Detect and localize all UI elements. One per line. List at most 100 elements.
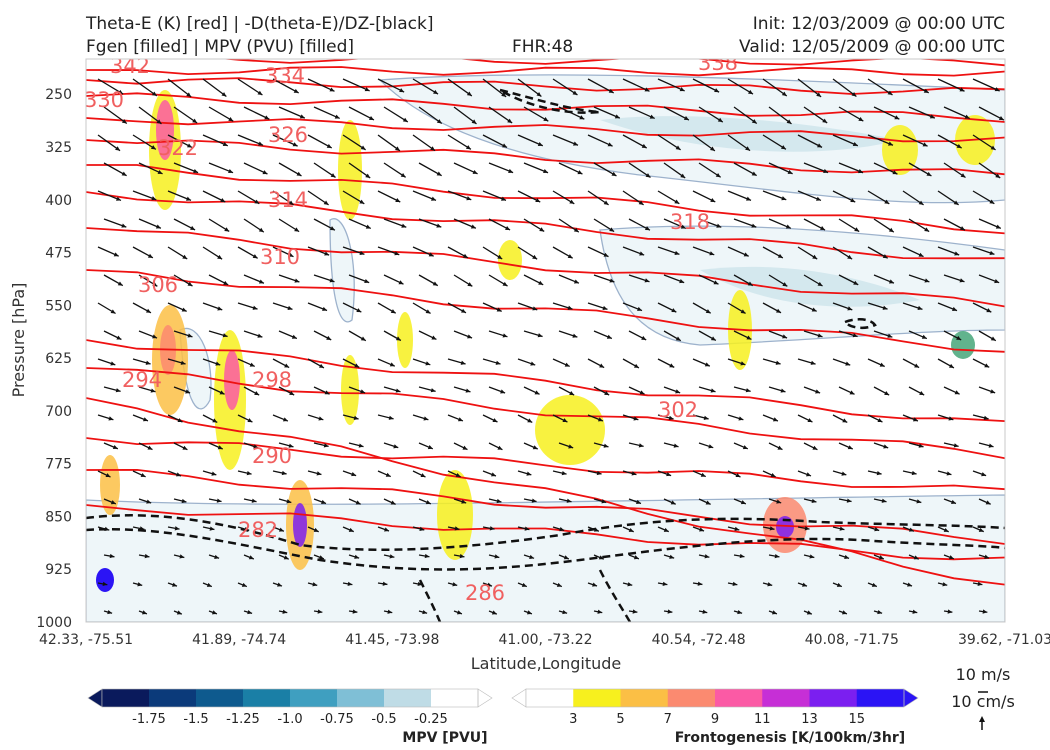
wind-vector-479 — [482, 582, 493, 587]
mpv-colorbar-tick-6: -0.25 — [414, 712, 448, 727]
wind-vector-445 — [208, 554, 220, 559]
wind-vector-266 — [307, 358, 325, 369]
wind-vector-381 — [692, 470, 706, 478]
theta-e-label-286: 286 — [465, 581, 505, 605]
wind-vector-498 — [243, 609, 253, 615]
wind-vector-494 — [103, 609, 113, 615]
theta-e-contour-342 — [219, 59, 1005, 67]
wind-vector-486 — [727, 581, 738, 587]
fgen-colorbar-tick-3: 9 — [711, 712, 719, 727]
wind-vector-403 — [558, 498, 572, 503]
wind-vector-73 — [832, 134, 859, 147]
wind-vector-40 — [593, 106, 621, 119]
wind-vector-412 — [873, 498, 887, 503]
wind-vector-211 — [202, 302, 223, 311]
wind-vector-314 — [167, 414, 183, 423]
wind-vector-470 — [167, 582, 178, 587]
wind-vector-55 — [202, 134, 229, 147]
theta-e-contour-330 — [86, 92, 1005, 123]
wind-vector-344 — [313, 442, 329, 448]
stability-contour-2 — [499, 88, 601, 114]
fgen-colorbar-tick-1: 5 — [616, 712, 624, 727]
wind-vector-248 — [593, 330, 613, 340]
wind-vector-436 — [797, 526, 810, 531]
wind-vector-337 — [972, 414, 989, 420]
wind-vector-3 — [202, 78, 227, 98]
wind-vector-130 — [103, 218, 127, 228]
wind-vector-328 — [657, 414, 674, 420]
wind-vector-341 — [208, 442, 223, 450]
wind-vector-140 — [453, 218, 477, 229]
wind-vector-113 — [412, 190, 437, 201]
wind-vector-463 — [838, 554, 850, 559]
wind-vector-431 — [622, 526, 634, 533]
wind-vector-62 — [447, 134, 472, 150]
wind-vector-489 — [832, 582, 843, 588]
wind-vector-197 — [628, 274, 650, 283]
wind-vector-226 — [727, 302, 746, 315]
wind-vector-308 — [873, 386, 890, 396]
vector-key-horizontal: 10 m/s — [956, 665, 1011, 684]
mpv-region-deep-0 — [600, 116, 900, 152]
wind-vector-384 — [797, 470, 812, 477]
fgen-colorbar-min-arrow — [511, 688, 527, 708]
wind-vector-425 — [412, 526, 425, 531]
wind-vector-159 — [202, 246, 223, 260]
wind-vector-446 — [243, 554, 255, 560]
wind-vector-514 — [803, 610, 813, 615]
wind-vector-209 — [132, 302, 152, 314]
wind-vector-355 — [698, 442, 714, 449]
wind-vector-123 — [762, 190, 787, 201]
wind-vector-216 — [377, 302, 397, 314]
wind-vector-217 — [412, 302, 431, 315]
theta-e-contour-298 — [86, 367, 1005, 460]
wind-vector-52 — [97, 134, 121, 152]
wind-vector-309 — [908, 386, 925, 396]
wind-vector-354 — [663, 442, 679, 448]
wind-vector-482 — [587, 582, 598, 587]
wind-vector-317 — [272, 414, 289, 422]
wind-vector-81 — [208, 162, 234, 174]
wind-vector-115 — [482, 190, 507, 202]
wind-vector-228 — [797, 302, 817, 312]
forecast-hour: FHR:48 — [512, 37, 574, 57]
wind-vector-18 — [727, 78, 754, 95]
mpv-colorbar-tick-3: -1.0 — [277, 712, 302, 727]
wind-vector-143 — [558, 218, 580, 233]
wind-vector-359 — [838, 442, 854, 450]
theta-e-contour-338 — [86, 66, 1005, 77]
wind-vector-layer — [97, 78, 1005, 615]
fgen-colorbar-max-arrow — [903, 688, 919, 708]
y-tick-label-850: 850 — [45, 509, 72, 525]
wind-vector-505 — [488, 610, 498, 615]
mpv-colorbar-tick-0: -1.75 — [132, 712, 166, 727]
vector-key: 10 m/s 10 cm/s — [951, 665, 1015, 730]
wind-vector-99 — [838, 162, 864, 174]
wind-vector-259 — [978, 330, 997, 342]
wind-vector-408 — [733, 498, 747, 505]
wind-vector-44 — [733, 106, 758, 125]
wind-vector-322 — [447, 414, 464, 422]
wind-vector-396 — [313, 498, 327, 505]
wind-vector-326 — [587, 414, 604, 422]
wind-vector-331 — [762, 414, 779, 422]
wind-vector-69 — [692, 134, 716, 152]
wind-vector-318 — [307, 414, 324, 421]
wind-vector-315 — [202, 414, 218, 424]
wind-vector-327 — [622, 414, 639, 421]
wind-vector-166 — [447, 246, 469, 259]
wind-vector-271 — [482, 358, 501, 365]
wind-vector-480 — [517, 582, 528, 588]
fgen-colorbar-tick-2: 7 — [664, 712, 672, 727]
wind-vector-487 — [762, 582, 773, 587]
title-line-1: Theta-E (K) [red] | -D(theta-E)/DZ-[blac… — [86, 14, 434, 34]
wind-vector-212 — [237, 302, 258, 310]
wind-vector-361 — [908, 442, 924, 448]
wind-vector-14 — [587, 78, 615, 94]
wind-vector-503 — [418, 609, 428, 615]
wind-vector-95 — [698, 162, 722, 178]
wind-vector-147 — [698, 218, 722, 228]
fgen-blob-5 — [224, 350, 240, 410]
wind-vector-352 — [593, 442, 609, 448]
y-tick-label-250: 250 — [45, 87, 72, 103]
